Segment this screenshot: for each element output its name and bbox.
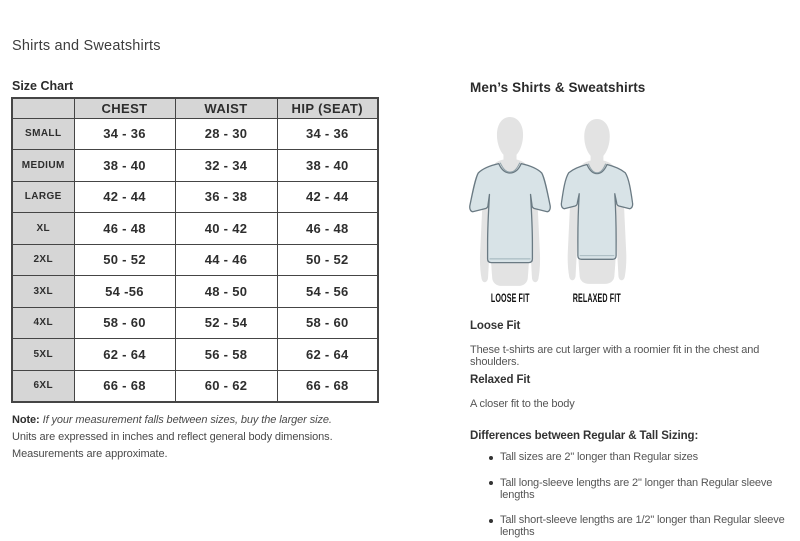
list-item: Tall sizes are 2" longer than Regular si… (489, 451, 789, 463)
table-row: 4XL 58 - 60 52 - 54 58 - 60 (11, 306, 379, 339)
chest-value: 54 -56 (73, 275, 176, 308)
loose-fit-heading: Loose Fit (470, 320, 521, 332)
table-row: 6XL 66 - 68 60 - 62 66 - 68 (11, 369, 379, 402)
relaxed-fit-description: A closer fit to the body (470, 398, 575, 410)
header-cell-waist: WAIST (174, 97, 278, 119)
table-row: 3XL 54 -56 48 - 50 54 - 56 (11, 275, 379, 308)
size-label: MEDIUM (11, 149, 75, 182)
hip-value: 38 - 40 (276, 149, 379, 182)
waist-value: 36 - 38 (174, 180, 278, 213)
chest-value: 42 - 44 (73, 180, 176, 213)
loose-fit-description: These t-shirts are cut larger with a roo… (470, 344, 760, 368)
differences-list: Tall sizes are 2" longer than Regular si… (489, 451, 789, 541)
table-row: SMALL 34 - 36 28 - 30 34 - 36 (11, 117, 379, 150)
waist-value: 52 - 54 (174, 306, 278, 339)
size-chart-heading: Size Chart (12, 79, 74, 93)
chest-value: 58 - 60 (73, 306, 176, 339)
hip-value: 62 - 64 (276, 338, 379, 371)
note-body-text: Units are expressed in inches and reflec… (12, 431, 333, 460)
size-label: LARGE (11, 180, 75, 213)
table-header-row: CHEST WAIST HIP (SEAT) (11, 97, 379, 119)
table-row: MEDIUM 38 - 40 32 - 34 38 - 40 (11, 149, 379, 182)
list-item: Tall short-sleeve lengths are 1/2" longe… (489, 514, 789, 538)
relaxed-fit-figure: RELAXED FIT (556, 112, 638, 305)
note-italic-text: If your measurement falls between sizes,… (42, 414, 332, 426)
relaxed-fit-heading: Relaxed Fit (470, 374, 531, 386)
header-cell-blank (11, 97, 75, 119)
hip-value: 50 - 52 (276, 243, 379, 276)
hip-value: 66 - 68 (276, 369, 379, 402)
size-label: 5XL (11, 338, 75, 371)
chest-value: 38 - 40 (73, 149, 176, 182)
mens-section-heading: Men’s Shirts & Sweatshirts (470, 80, 646, 95)
header-cell-hip: HIP (SEAT) (276, 97, 379, 119)
relaxed-fit-illustration (560, 119, 634, 284)
size-label: 3XL (11, 275, 75, 308)
hip-value: 34 - 36 (276, 117, 379, 150)
size-label: SMALL (11, 117, 75, 150)
table-row: XL 46 - 48 40 - 42 46 - 48 (11, 212, 379, 245)
table-row: 2XL 50 - 52 44 - 46 50 - 52 (11, 243, 379, 276)
chest-value: 50 - 52 (73, 243, 176, 276)
table-row: LARGE 42 - 44 36 - 38 42 - 44 (11, 180, 379, 213)
waist-value: 60 - 62 (174, 369, 278, 402)
table-row: 5XL 62 - 64 56 - 58 62 - 64 (11, 338, 379, 371)
size-label: XL (11, 212, 75, 245)
waist-value: 44 - 46 (174, 243, 278, 276)
chest-value: 34 - 36 (73, 117, 176, 150)
page-title: Shirts and Sweatshirts (12, 38, 161, 54)
relaxed-fit-shirt (560, 163, 634, 260)
size-chart-note: Note: If your measurement falls between s… (12, 412, 390, 463)
relaxed-fit-label: RELAXED FIT (572, 293, 622, 305)
waist-value: 32 - 34 (174, 149, 278, 182)
chest-value: 46 - 48 (73, 212, 176, 245)
hip-value: 54 - 56 (276, 275, 379, 308)
note-label: Note: (12, 414, 40, 426)
differences-heading: Differences between Regular & Tall Sizin… (470, 430, 699, 442)
chest-value: 66 - 68 (73, 369, 176, 402)
waist-value: 48 - 50 (174, 275, 278, 308)
size-chart-table: CHEST WAIST HIP (SEAT) SMALL 34 - 36 28 … (11, 97, 379, 403)
list-item: Tall long-sleeve lengths are 2" longer t… (489, 477, 789, 501)
loose-fit-label: LOOSE FIT (490, 293, 530, 305)
hip-value: 46 - 48 (276, 212, 379, 245)
size-label: 4XL (11, 306, 75, 339)
waist-value: 40 - 42 (174, 212, 278, 245)
loose-fit-figure: LOOSE FIT (468, 112, 552, 305)
loose-fit-shirt (469, 162, 551, 264)
fit-illustrations: LOOSE FIT RELAXED FIT (468, 112, 648, 305)
size-label: 2XL (11, 243, 75, 276)
header-cell-chest: CHEST (73, 97, 176, 119)
waist-value: 56 - 58 (174, 338, 278, 371)
loose-fit-illustration (469, 117, 551, 286)
hip-value: 58 - 60 (276, 306, 379, 339)
size-label: 6XL (11, 369, 75, 402)
chest-value: 62 - 64 (73, 338, 176, 371)
waist-value: 28 - 30 (174, 117, 278, 150)
hip-value: 42 - 44 (276, 180, 379, 213)
